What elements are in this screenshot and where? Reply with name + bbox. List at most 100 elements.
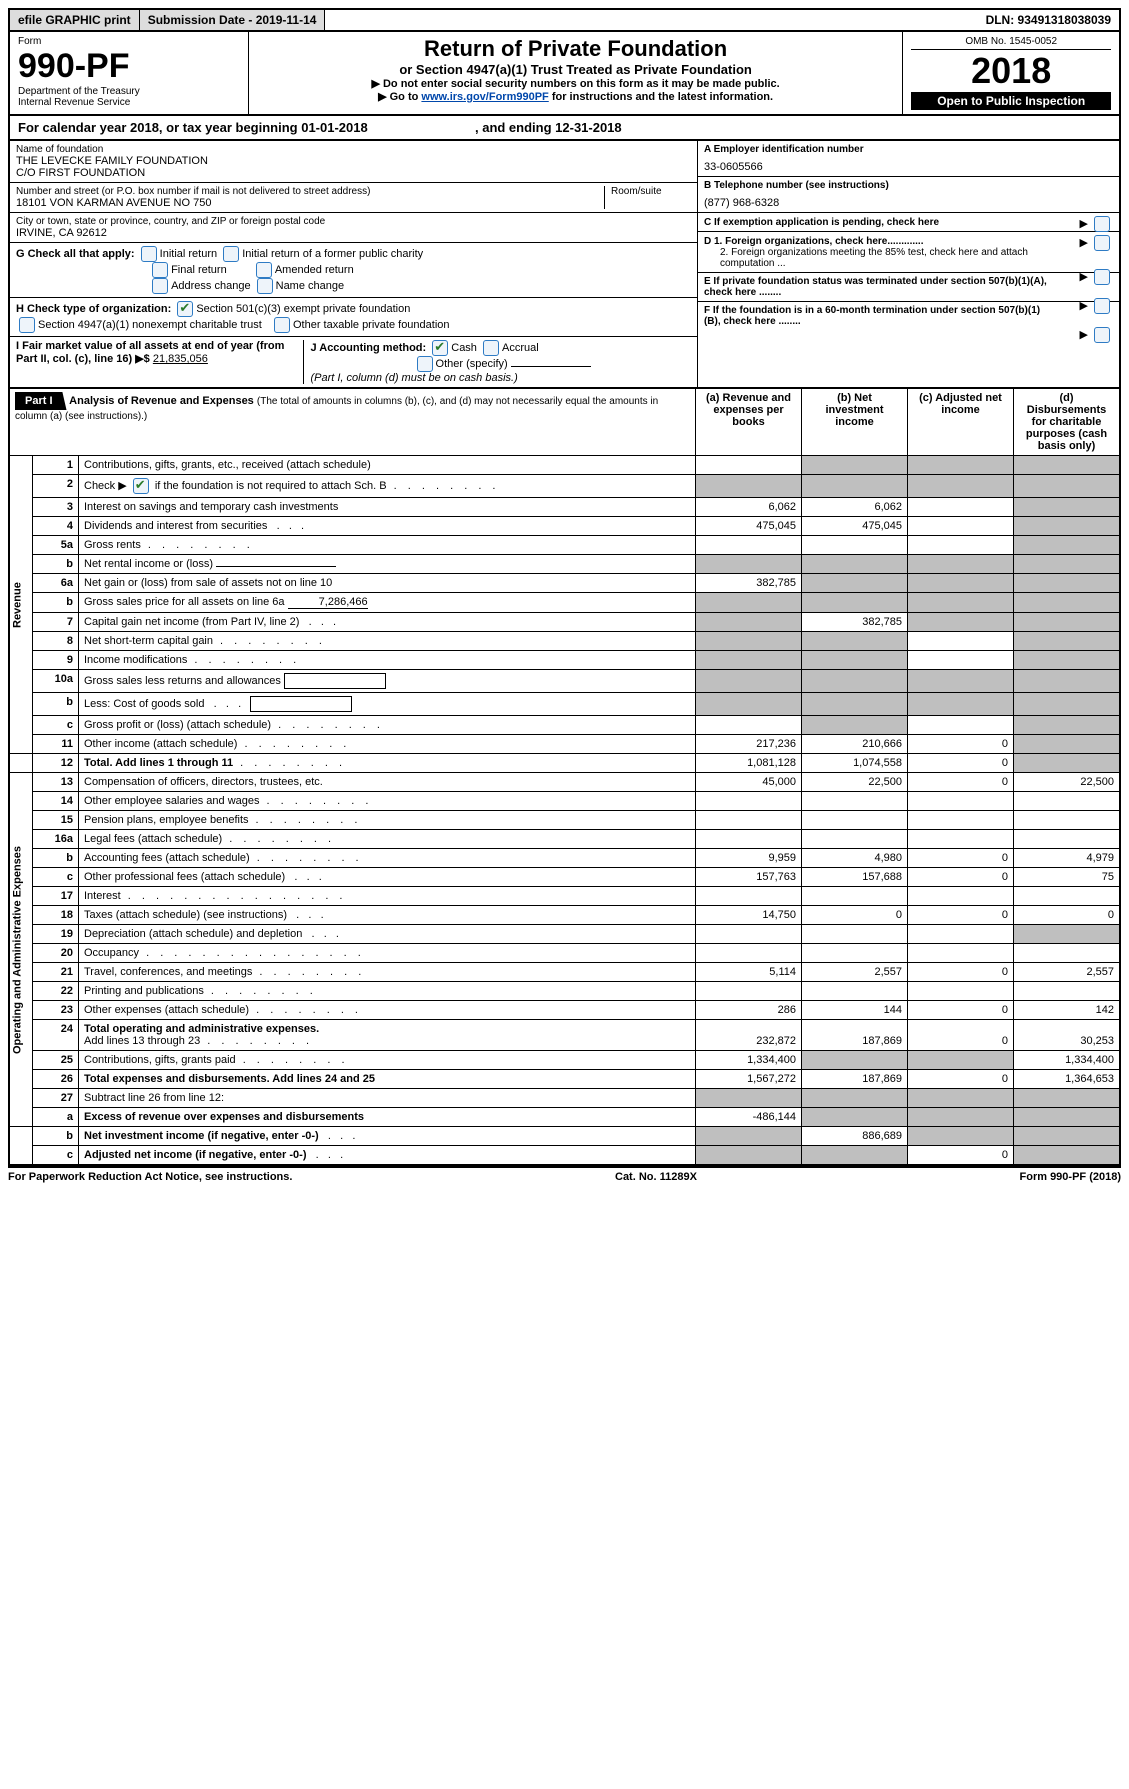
irs-link[interactable]: www.irs.gov/Form990PF bbox=[421, 91, 548, 103]
part1-title: Analysis of Revenue and Expenses bbox=[69, 395, 254, 407]
form-number: 990-PF bbox=[18, 47, 240, 86]
checkbox-c[interactable] bbox=[1094, 216, 1110, 232]
h-label: H Check type of organization: bbox=[16, 303, 171, 315]
col-a-header: (a) Revenue and expenses per books bbox=[696, 388, 802, 456]
e-label: E If private foundation status was termi… bbox=[704, 276, 1052, 298]
row-num: c bbox=[33, 868, 79, 887]
amt-c: 0 bbox=[908, 735, 1014, 754]
addr-label: Number and street (or P.O. box number if… bbox=[16, 186, 604, 197]
checkbox-4947[interactable] bbox=[19, 317, 35, 333]
form-subtitle: or Section 4947(a)(1) Trust Treated as P… bbox=[257, 62, 895, 77]
row-desc: Net gain or (loss) from sale of assets n… bbox=[79, 574, 696, 593]
checkbox-d2[interactable] bbox=[1094, 269, 1110, 285]
row-num: 15 bbox=[33, 811, 79, 830]
ein-label: A Employer identification number bbox=[704, 144, 1113, 155]
submission-date-button[interactable]: Submission Date - 2019-11-14 bbox=[140, 10, 326, 30]
checkbox-other-method[interactable] bbox=[417, 356, 433, 372]
checkbox-initial-return[interactable] bbox=[141, 246, 157, 262]
irs-text: Internal Revenue Service bbox=[18, 97, 240, 108]
amt-a: 9,959 bbox=[696, 849, 802, 868]
f-label: F If the foundation is in a 60-month ter… bbox=[704, 305, 1052, 327]
row-num: 13 bbox=[33, 773, 79, 792]
expenses-label: Operating and Administrative Expenses bbox=[9, 773, 33, 1127]
part1-header: Part I bbox=[15, 392, 67, 410]
row-desc: Pension plans, employee benefits bbox=[79, 811, 696, 830]
amt-a: 475,045 bbox=[696, 517, 802, 536]
row-desc: Total operating and administrative expen… bbox=[79, 1020, 696, 1051]
row-num: 21 bbox=[33, 963, 79, 982]
amt-b: 886,689 bbox=[802, 1127, 908, 1146]
checkbox-501c3[interactable] bbox=[177, 301, 193, 317]
g-opt-0: Initial return bbox=[160, 248, 217, 260]
name-label: Name of foundation bbox=[16, 144, 691, 155]
row-desc: Travel, conferences, and meetings bbox=[79, 963, 696, 982]
amt-b: 6,062 bbox=[802, 498, 908, 517]
phone-value: (877) 968-6328 bbox=[704, 191, 1113, 209]
amt-d: 30,253 bbox=[1014, 1020, 1121, 1051]
amt-a: 45,000 bbox=[696, 773, 802, 792]
row-desc: Subtract line 26 from line 12: bbox=[79, 1089, 696, 1108]
open-public-badge: Open to Public Inspection bbox=[911, 92, 1111, 110]
page-footer: For Paperwork Reduction Act Notice, see … bbox=[8, 1166, 1121, 1183]
c-label: C If exemption application is pending, c… bbox=[704, 217, 939, 228]
row-desc: Total. Add lines 1 through 11 bbox=[79, 754, 696, 773]
g-opt-2: Final return bbox=[171, 264, 227, 276]
j-label: J Accounting method: bbox=[310, 342, 426, 354]
row-num: 25 bbox=[33, 1051, 79, 1070]
checkbox-e[interactable] bbox=[1094, 298, 1110, 314]
instr2-post: for instructions and the latest informat… bbox=[549, 91, 773, 103]
checkbox-accrual[interactable] bbox=[483, 340, 499, 356]
amt-b: 144 bbox=[802, 1001, 908, 1020]
g-opt-3: Amended return bbox=[275, 264, 354, 276]
row-desc: Gross profit or (loss) (attach schedule) bbox=[79, 716, 696, 735]
row-num: 18 bbox=[33, 906, 79, 925]
instr2-pre: ▶ Go to bbox=[378, 91, 421, 103]
row-desc: Net investment income (if negative, ente… bbox=[79, 1127, 696, 1146]
instruction-2: ▶ Go to www.irs.gov/Form990PF for instru… bbox=[257, 90, 895, 103]
row-num: 23 bbox=[33, 1001, 79, 1020]
checkbox-cash[interactable] bbox=[432, 340, 448, 356]
checkbox-addr-change[interactable] bbox=[152, 278, 168, 294]
amt-a: 382,785 bbox=[696, 574, 802, 593]
row-num: a bbox=[33, 1108, 79, 1127]
g-label: G Check all that apply: bbox=[16, 248, 135, 260]
row-num: 10a bbox=[33, 670, 79, 693]
checkbox-final-return[interactable] bbox=[152, 262, 168, 278]
checkbox-amended[interactable] bbox=[256, 262, 272, 278]
amt-a: 232,872 bbox=[696, 1020, 802, 1051]
amt-b: 187,869 bbox=[802, 1070, 908, 1089]
d1-label: D 1. Foreign organizations, check here..… bbox=[704, 236, 924, 247]
row-num: 9 bbox=[33, 651, 79, 670]
amt-a: 5,114 bbox=[696, 963, 802, 982]
footer-left: For Paperwork Reduction Act Notice, see … bbox=[8, 1171, 292, 1183]
amt-a: 217,236 bbox=[696, 735, 802, 754]
row-desc: Other professional fees (attach schedule… bbox=[79, 868, 696, 887]
form-title: Return of Private Foundation bbox=[257, 36, 895, 62]
d2-label: 2. Foreign organizations meeting the 85%… bbox=[704, 247, 1047, 269]
row-num: 16a bbox=[33, 830, 79, 849]
row-desc: Check ▶ if the foundation is not require… bbox=[79, 475, 696, 498]
row-desc: Net short-term capital gain bbox=[79, 632, 696, 651]
omb-number: OMB No. 1545-0052 bbox=[911, 36, 1111, 50]
amt-d: 22,500 bbox=[1014, 773, 1121, 792]
row-num: 11 bbox=[33, 735, 79, 754]
checkbox-name-change[interactable] bbox=[257, 278, 273, 294]
amt-a: 6,062 bbox=[696, 498, 802, 517]
footer-right: Form 990-PF (2018) bbox=[1020, 1171, 1122, 1183]
checkbox-other-taxable[interactable] bbox=[274, 317, 290, 333]
amt-b: 1,074,558 bbox=[802, 754, 908, 773]
checkbox-initial-former[interactable] bbox=[223, 246, 239, 262]
foundation-name2: C/O FIRST FOUNDATION bbox=[16, 167, 691, 179]
efile-print-button[interactable]: efile GRAPHIC print bbox=[10, 10, 140, 30]
checkbox-f[interactable] bbox=[1094, 327, 1110, 343]
row-num: b bbox=[33, 555, 79, 574]
checkbox-d1[interactable] bbox=[1094, 235, 1110, 251]
form-header: Form 990-PF Department of the Treasury I… bbox=[8, 32, 1121, 116]
row-desc: Contributions, gifts, grants, etc., rece… bbox=[79, 456, 696, 475]
row-num: 19 bbox=[33, 925, 79, 944]
row-desc: Interest on savings and temporary cash i… bbox=[79, 498, 696, 517]
row-num: 17 bbox=[33, 887, 79, 906]
section-h: H Check type of organization: Section 50… bbox=[10, 298, 697, 337]
checkbox-sch-b[interactable] bbox=[133, 478, 149, 494]
addr-value: 18101 VON KARMAN AVENUE NO 750 bbox=[16, 197, 604, 209]
